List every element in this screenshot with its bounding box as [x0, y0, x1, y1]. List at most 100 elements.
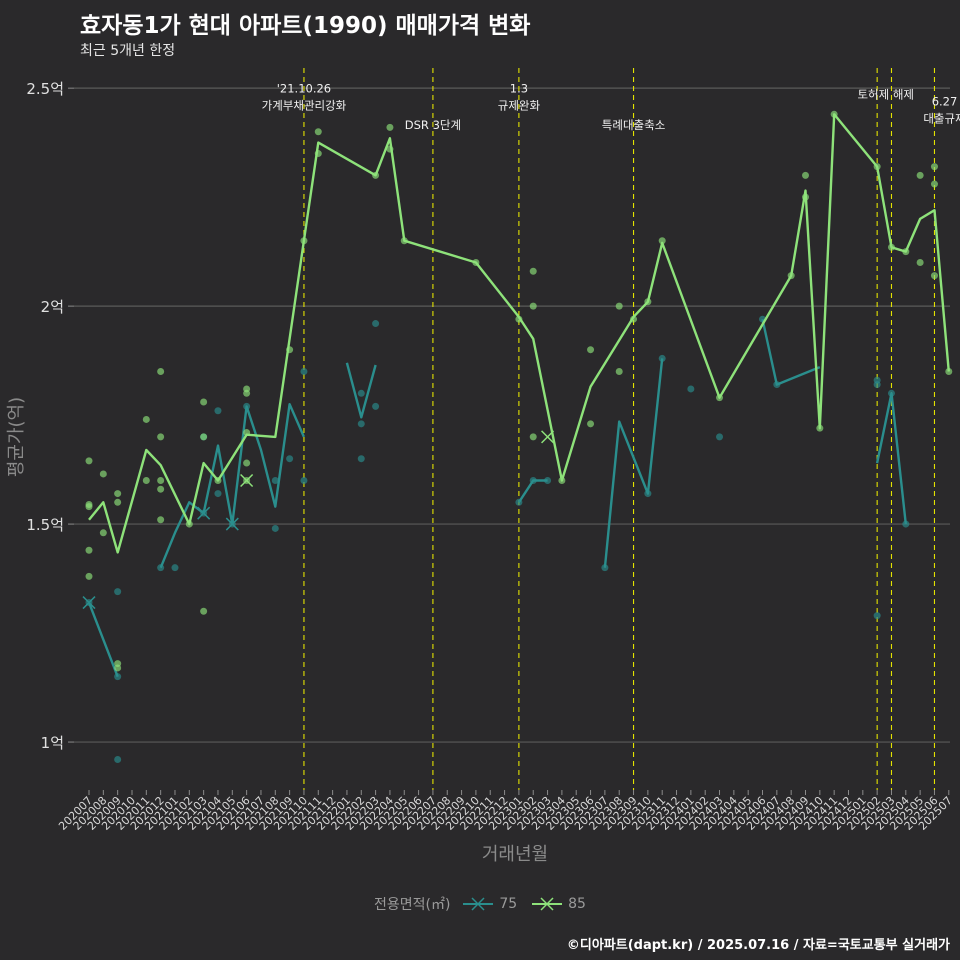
series-line-75 — [159, 403, 305, 569]
data-point-85 — [157, 516, 165, 524]
data-point-85 — [615, 302, 623, 310]
x-axis-ticks: 2020072020082020092020102020112020122021… — [56, 790, 955, 833]
data-point-85 — [529, 302, 537, 310]
series-line-75 — [517, 479, 548, 503]
data-point-85 — [142, 476, 150, 484]
data-point-85 — [529, 267, 537, 275]
data-point-85 — [243, 389, 251, 397]
event-annotation: DSR 3단계 — [405, 118, 461, 132]
data-point-85 — [930, 272, 938, 280]
data-point-85 — [200, 433, 208, 441]
series-layer — [82, 110, 953, 763]
data-point-85 — [99, 470, 107, 478]
data-point-75 — [300, 476, 308, 484]
event-annotation: '21.10.26 — [277, 81, 331, 95]
data-point-85 — [114, 498, 122, 506]
data-point-85 — [386, 123, 394, 131]
legend-swatch-85 — [531, 897, 562, 911]
data-point-85 — [85, 572, 93, 580]
data-point-85 — [658, 237, 666, 245]
data-point-85 — [200, 607, 208, 615]
event-annotation: 규제완화 — [498, 98, 541, 112]
data-point-75 — [687, 385, 695, 393]
y-tick-label: 1억 — [41, 734, 64, 752]
data-point-85 — [945, 368, 953, 376]
source-caption: ©디아파트(dapt.kr) / 2025.07.16 / 자료=국토교통부 실… — [566, 938, 950, 953]
data-point-85 — [157, 485, 165, 493]
y-tick-label: 2억 — [41, 298, 64, 316]
data-point-85 — [142, 415, 150, 423]
series-line-75 — [87, 602, 119, 678]
data-point-85 — [587, 346, 595, 354]
data-point-75 — [271, 476, 279, 484]
data-point-75 — [214, 490, 222, 498]
data-point-85 — [314, 128, 322, 136]
data-point-75 — [300, 368, 308, 376]
x-axis-label: 거래년월 — [482, 844, 548, 865]
data-point-85 — [243, 459, 251, 467]
data-point-75 — [357, 455, 365, 463]
data-point-85 — [615, 368, 623, 376]
data-point-75 — [271, 524, 279, 532]
x-marker-75 — [82, 596, 96, 610]
series-line-75 — [761, 318, 821, 386]
data-point-85 — [114, 490, 122, 498]
x-marker-85 — [541, 430, 555, 444]
series-75 — [82, 315, 910, 763]
y-tick-label: 2.5억 — [26, 80, 64, 98]
data-point-85 — [157, 368, 165, 376]
data-point-85 — [85, 457, 93, 465]
x-marker-85 — [240, 473, 254, 488]
data-point-85 — [916, 171, 924, 179]
data-point-75 — [114, 588, 122, 596]
data-point-75 — [372, 320, 380, 328]
x-marker-75 — [225, 517, 239, 531]
data-point-85 — [916, 259, 924, 267]
data-point-85 — [99, 529, 107, 537]
grid-lines — [74, 87, 950, 743]
data-point-85 — [587, 420, 595, 428]
legend-label-85: 85 — [568, 896, 586, 912]
data-point-85 — [157, 433, 165, 441]
event-annotation: 토허제 해제 — [857, 88, 914, 102]
event-annotation: 6.27 — [932, 94, 958, 108]
data-point-75 — [114, 755, 122, 763]
data-point-85 — [157, 476, 165, 484]
y-axis-label: 평균가(억) — [6, 397, 27, 477]
x-marker-75 — [197, 506, 211, 520]
legend-title: 전용면적(㎡) — [374, 897, 451, 913]
data-point-75 — [873, 612, 881, 620]
event-annotation: 대출규제 — [923, 111, 960, 125]
data-point-75 — [873, 376, 881, 384]
data-point-75 — [357, 420, 365, 428]
event-annotation: 특례대출축소 — [602, 118, 665, 132]
chart-title: 효자동1가 현대 아파트(1990) 매매가격 변화 — [80, 13, 531, 39]
y-tick-label: 1.5억 — [26, 516, 64, 534]
data-point-85 — [802, 171, 809, 179]
data-point-85 — [114, 664, 122, 672]
legend-swatch-75 — [462, 897, 493, 911]
event-annotation: 1.3 — [510, 81, 528, 95]
series-85 — [85, 110, 953, 672]
data-point-85 — [930, 163, 938, 171]
event-lines — [303, 68, 936, 790]
data-point-75 — [214, 407, 222, 415]
data-point-85 — [85, 546, 93, 554]
data-point-85 — [85, 500, 93, 508]
series-line-85 — [88, 113, 950, 554]
data-point-75 — [171, 564, 179, 572]
y-axis-ticks: 1억 1.5억 2억 2.5억 — [26, 80, 74, 752]
data-point-75 — [286, 455, 294, 463]
chart-subtitle: 최근 5개년 한정 — [80, 43, 176, 59]
series-line-75 — [603, 358, 664, 568]
legend-item-75: 75 — [461, 895, 517, 913]
legend: 전용면적(㎡) 75 85 — [0, 894, 960, 914]
data-point-75 — [372, 402, 380, 410]
data-point-85 — [930, 180, 938, 188]
series-line-75 — [345, 362, 377, 419]
data-point-85 — [200, 398, 208, 406]
data-point-85 — [529, 433, 537, 441]
legend-label-75: 75 — [499, 896, 518, 912]
